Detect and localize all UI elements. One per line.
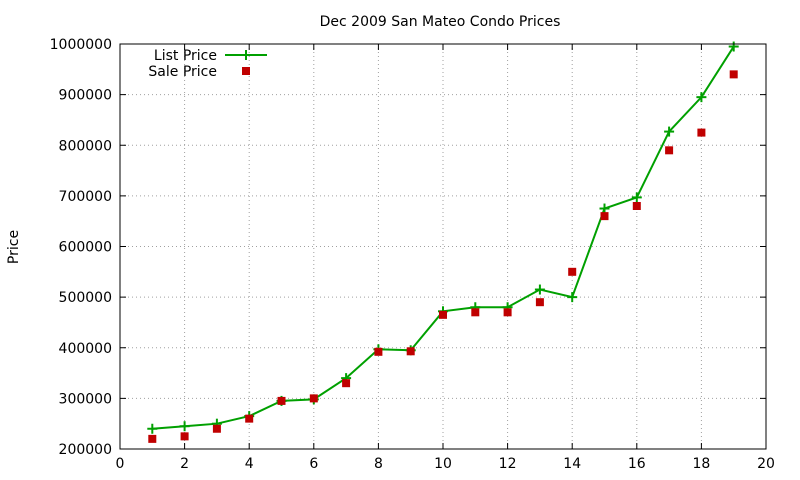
- series-layer: [147, 41, 739, 443]
- sale-price-point: [568, 267, 577, 276]
- sale-price-point: [729, 70, 738, 79]
- y-tick-label: 300000: [59, 391, 112, 407]
- sale-price-point: [180, 432, 189, 441]
- x-tick-label: 4: [245, 456, 254, 472]
- sale-price-point: [148, 434, 157, 443]
- sale-price-point: [471, 308, 480, 317]
- legend-label-list-price: List Price: [154, 48, 217, 64]
- list-price-point: [664, 126, 675, 137]
- y-tick-label: 800000: [59, 138, 112, 154]
- sale-price-point: [665, 146, 674, 155]
- x-tick-label: 14: [563, 456, 581, 472]
- y-tick-label: 500000: [59, 290, 112, 306]
- sale-price-point: [439, 310, 447, 319]
- list-price-point: [567, 292, 578, 303]
- legend-marker-sale-price: [242, 67, 250, 75]
- grid-lines: [120, 44, 766, 449]
- y-axis-label: Price: [6, 230, 22, 264]
- sale-price-point: [632, 202, 641, 210]
- x-tick-label: 10: [434, 456, 452, 472]
- sale-price-point: [600, 212, 609, 221]
- x-tick-labels: 0 2 4 6 8 10 12 14 16 18 20: [116, 456, 775, 472]
- legend: List Price Sale Price: [148, 48, 267, 80]
- sale-price-point: [245, 414, 254, 423]
- y-tick-label: 900000: [59, 88, 112, 104]
- y-tick-label: 200000: [59, 442, 112, 458]
- sale-price-point: [503, 308, 512, 317]
- sale-price-point: [342, 379, 351, 388]
- sale-price-point: [277, 396, 286, 405]
- list-price-point: [534, 284, 545, 295]
- chart-title: Dec 2009 San Mateo Condo Prices: [320, 14, 561, 30]
- list-price-point: [147, 423, 158, 434]
- sale-price-point: [212, 424, 221, 433]
- legend-label-sale-price: Sale Price: [148, 64, 217, 80]
- y-tick-label: 1000000: [50, 37, 112, 53]
- list-price-line: [152, 45, 735, 430]
- y-tick-label: 600000: [59, 240, 112, 256]
- x-tick-label: 12: [499, 456, 517, 472]
- y-tick-labels: 200000 300000 400000 500000 600000 700000 8000…: [50, 37, 112, 458]
- x-tick-label: 0: [116, 456, 125, 472]
- sale-price-point: [535, 298, 544, 307]
- sale-price-point: [406, 347, 415, 356]
- sale-price-point: [697, 128, 706, 137]
- y-tick-label: 700000: [59, 189, 112, 205]
- list-price-point: [179, 421, 190, 432]
- x-tick-label: 20: [757, 456, 775, 472]
- list-price-point: [599, 203, 610, 214]
- y-tick-label: 400000: [59, 341, 112, 357]
- list-price-point: [728, 41, 739, 52]
- legend-marker-list-price: [241, 50, 251, 60]
- x-tick-label: 16: [628, 456, 646, 472]
- list-price-point: [696, 92, 707, 103]
- sale-price-point: [309, 394, 318, 403]
- list-price-point: [631, 192, 642, 203]
- x-tick-label: 2: [180, 456, 189, 472]
- sale-price-point: [374, 347, 383, 356]
- x-tick-label: 8: [374, 456, 383, 472]
- x-tick-label: 18: [692, 456, 710, 472]
- x-tick-label: 6: [309, 456, 318, 472]
- plot-frame: [119, 43, 767, 450]
